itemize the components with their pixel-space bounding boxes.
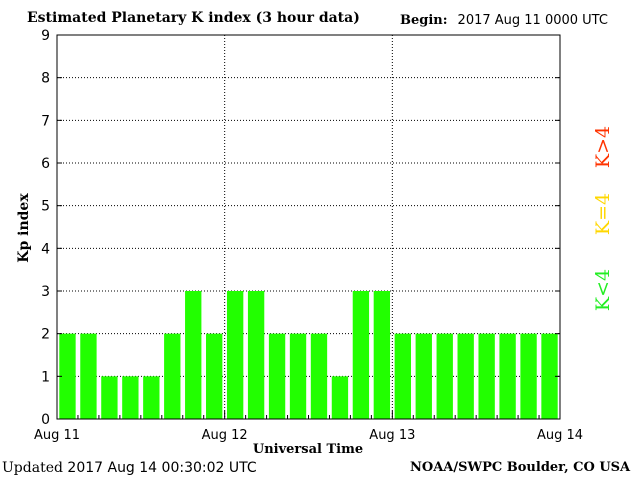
- kp-bar: [185, 291, 202, 419]
- kp-bar: [415, 333, 432, 419]
- begin-value: 2017 Aug 11 0000 UTC: [457, 13, 608, 28]
- y-tick-label: 1: [41, 369, 50, 385]
- x-axis-label: Universal Time: [253, 442, 363, 457]
- x-tick-label: Aug 11: [34, 428, 80, 443]
- kp-bar: [499, 333, 516, 419]
- grid-lines: [57, 35, 560, 419]
- kp-bar: [122, 376, 139, 419]
- kp-bar: [541, 333, 558, 419]
- begin-label: Begin:: [400, 13, 448, 28]
- kp-bar: [457, 333, 474, 419]
- x-tick-labels: Aug 11 Aug 12 Aug 13 Aug 14: [34, 428, 583, 443]
- kp-bar: [520, 333, 537, 419]
- legend-item: K>4: [592, 126, 614, 168]
- y-tick-label: 6: [41, 156, 50, 172]
- kp-bar: [101, 376, 118, 419]
- y-tick-label: 4: [41, 241, 50, 257]
- legend: K>4 K=4 K<4: [592, 126, 614, 311]
- kp-bar: [59, 333, 76, 419]
- kp-bar: [289, 333, 307, 419]
- y-axis-label: Kp index: [16, 193, 32, 263]
- begin-info: Begin: 2017 Aug 11 0000 UTC: [400, 14, 608, 27]
- kp-bar: [226, 291, 244, 419]
- kp-bar: [268, 333, 286, 419]
- kp-bar: [143, 376, 160, 419]
- legend-item: K<4: [592, 269, 614, 311]
- updated-info: Updated 2017 Aug 14 00:30:02 UTC: [2, 461, 257, 475]
- y-tick-label: 2: [41, 327, 50, 343]
- y-tick-label: 8: [41, 71, 50, 87]
- kp-bar: [164, 333, 181, 419]
- y-tick-label: 9: [41, 28, 50, 44]
- kp-bar: [478, 333, 495, 419]
- kp-bar: [206, 333, 223, 419]
- kp-bar: [394, 333, 411, 419]
- kp-bar: [247, 291, 265, 419]
- y-tick-label: 3: [41, 284, 50, 300]
- kp-bar: [352, 291, 370, 419]
- y-tick-labels: 0 1 2 3 4 5 6 7 8 9: [41, 28, 50, 428]
- y-tick-label: 0: [41, 412, 50, 428]
- kp-bar: [331, 376, 349, 419]
- kp-bar: [80, 333, 97, 419]
- kp-bar: [310, 333, 328, 419]
- x-tick-label: Aug 13: [369, 428, 415, 443]
- y-tick-label: 5: [41, 199, 50, 215]
- kp-bar: [436, 333, 453, 419]
- chart-title: Estimated Planetary K index (3 hour data…: [27, 10, 360, 26]
- axis-ticks: [56, 34, 561, 420]
- x-tick-label: Aug 12: [202, 428, 248, 443]
- kp-bar: [373, 291, 391, 419]
- updated-label: Updated: [2, 460, 63, 476]
- updated-value: 2017 Aug 14 00:30:02 UTC: [67, 460, 257, 476]
- legend-item: K=4: [592, 193, 614, 235]
- x-tick-label: Aug 14: [537, 428, 583, 443]
- bars: [59, 291, 558, 419]
- y-tick-label: 7: [41, 113, 50, 129]
- credit: NOAA/SWPC Boulder, CO USA: [410, 460, 631, 475]
